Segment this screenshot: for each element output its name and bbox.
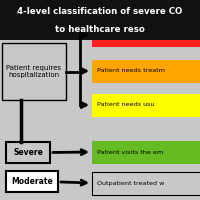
Text: Patient needs usu: Patient needs usu	[97, 102, 154, 108]
Bar	[92, 94, 200, 116]
Text: Moderate: Moderate	[11, 177, 53, 186]
Bar	[92, 140, 200, 164]
Bar	[0, 0, 200, 40]
Text: Patient requires
hospitalization: Patient requires hospitalization	[6, 65, 62, 78]
Bar	[92, 23, 200, 46]
Text: to healthcare reso: to healthcare reso	[55, 25, 145, 34]
Bar	[92, 171, 200, 194]
Text: 4-level classification of severe CO: 4-level classification of severe CO	[17, 7, 183, 16]
Bar	[6, 142, 50, 163]
Text: Patient needs treatm: Patient needs treatm	[97, 68, 165, 73]
Text: Patient needs endot: Patient needs endot	[97, 32, 162, 38]
Bar	[2, 43, 66, 100]
Text: Patient visits the em: Patient visits the em	[97, 150, 163, 154]
Bar	[92, 60, 200, 82]
Text: Severe: Severe	[13, 148, 43, 157]
Text: Outpatient treated w: Outpatient treated w	[97, 180, 164, 186]
Bar	[6, 171, 58, 192]
